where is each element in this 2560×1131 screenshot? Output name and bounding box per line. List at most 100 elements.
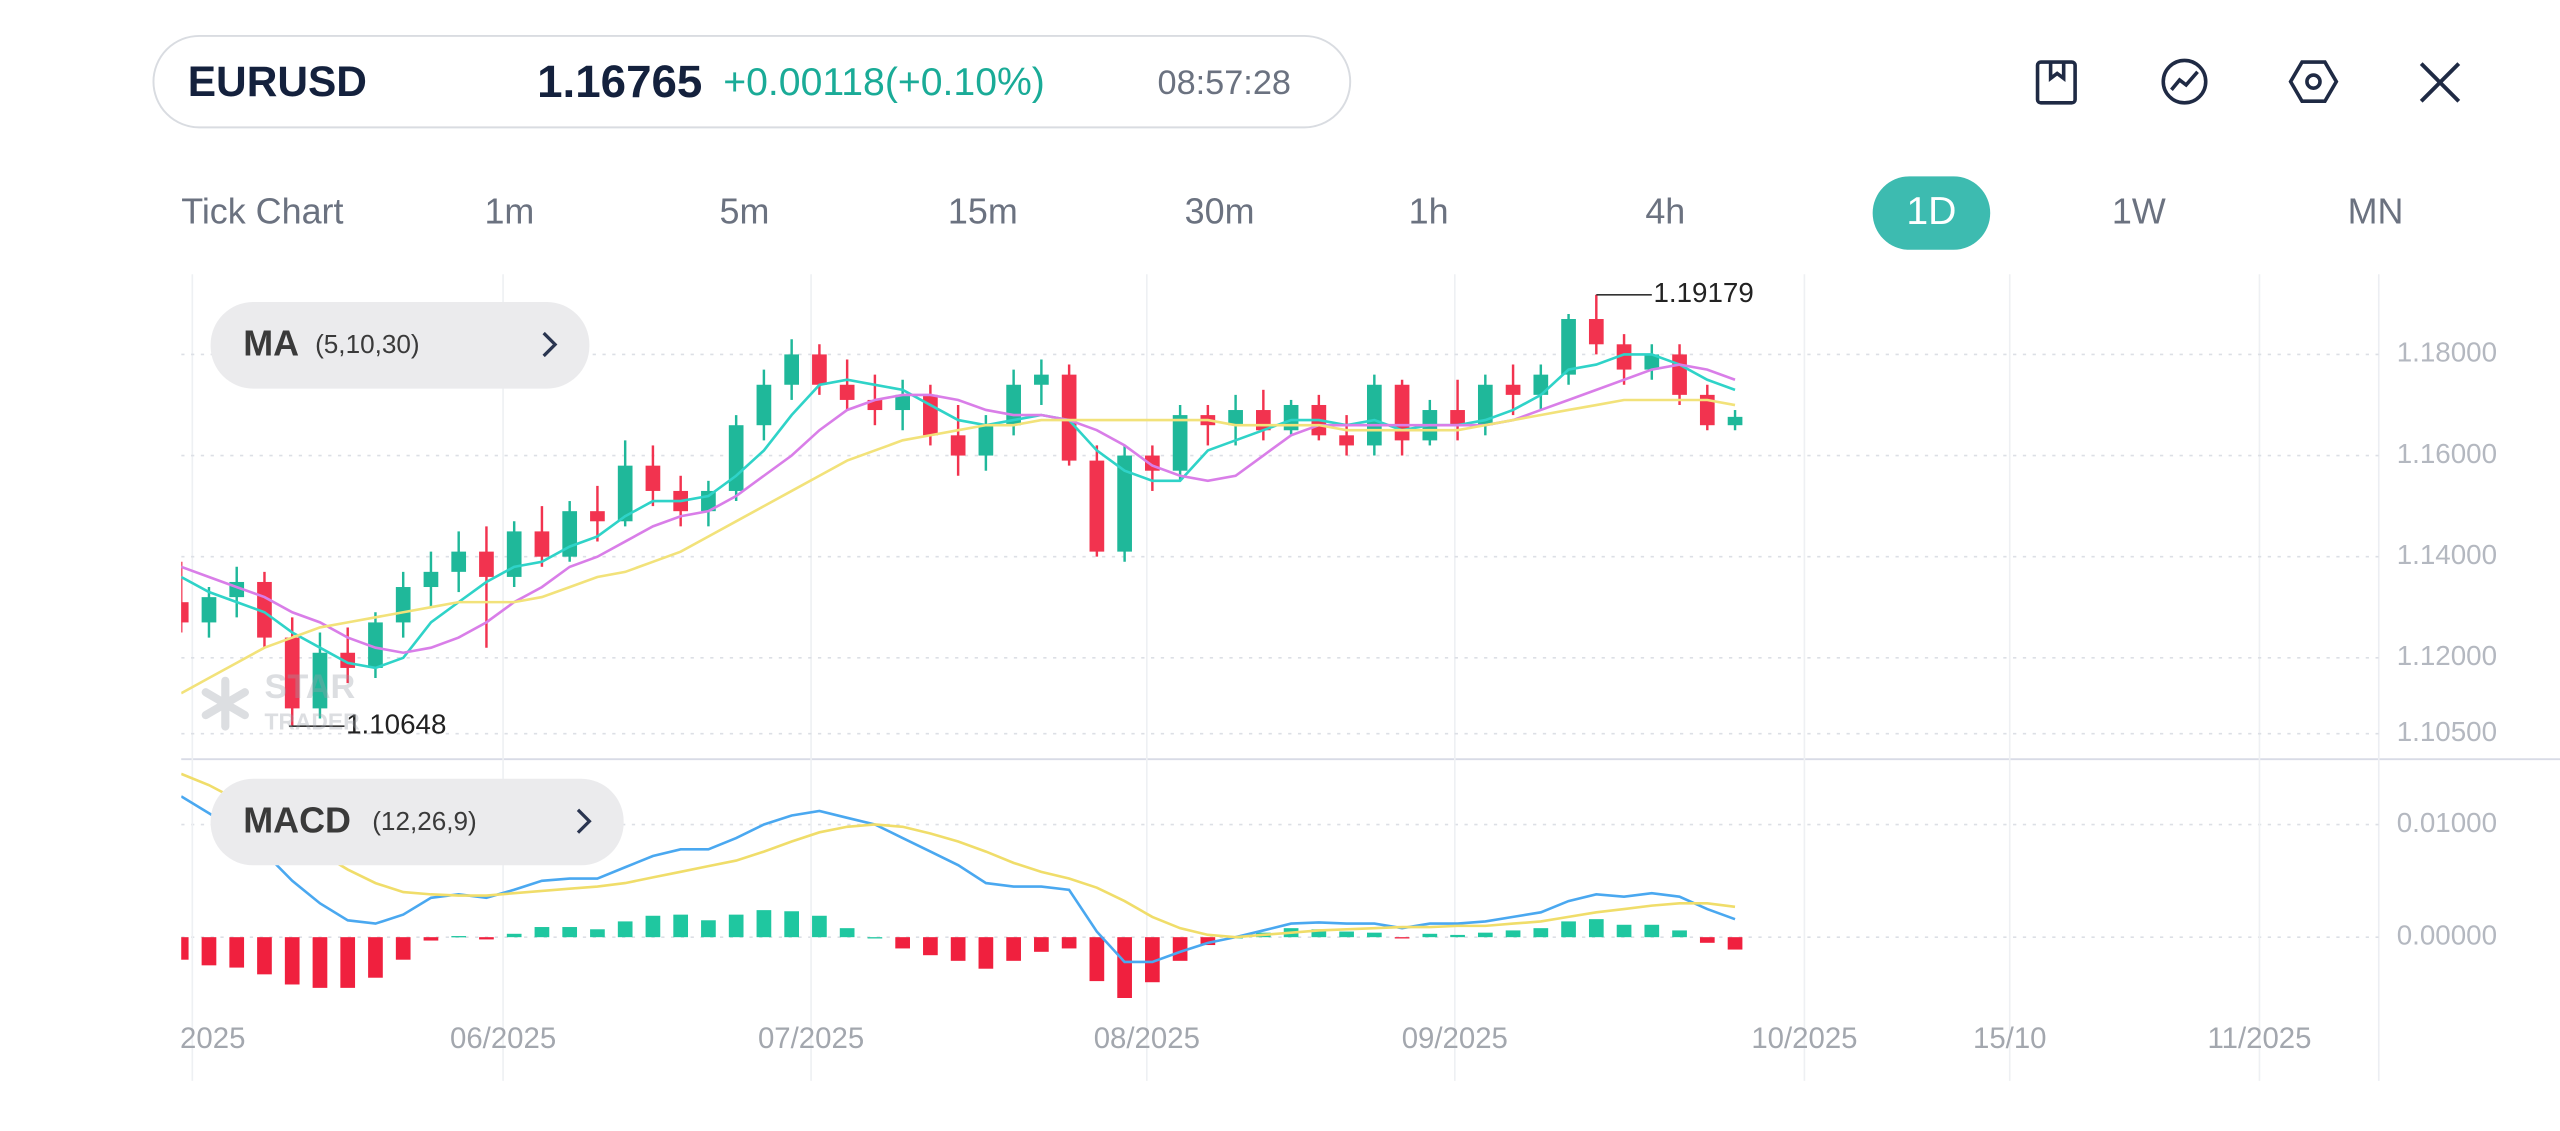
candle-body [1061, 374, 1077, 461]
timeframe-tab[interactable]: 1D [1906, 190, 1956, 233]
y-tick-label: 0.00000 [2397, 919, 2497, 950]
timeframe-tab[interactable]: 1W [2112, 190, 2166, 231]
x-tick-label: 06/2025 [450, 1022, 556, 1055]
indicator-line [181, 363, 1736, 655]
x-tick-label: 05/2025 [139, 1022, 245, 1055]
histogram-bar [451, 936, 467, 938]
timeframe-tab[interactable]: 1h [1409, 190, 1449, 231]
timeframe-tab[interactable]: 5m [720, 190, 770, 231]
chevron [542, 331, 558, 358]
candle-body [923, 394, 938, 436]
histogram-bar [181, 937, 189, 960]
histogram-bar [201, 937, 217, 966]
histogram-bar [479, 937, 494, 940]
histogram-bar [617, 921, 633, 938]
histogram-bar [867, 937, 883, 939]
indicator-line [181, 772, 1736, 939]
histogram-bar [1616, 924, 1632, 938]
chevron [576, 808, 592, 834]
candle-body [839, 384, 855, 400]
histogram-bar [1394, 937, 1410, 939]
time: 08:57:28 [1158, 64, 1291, 102]
candle-body [451, 551, 467, 572]
candle-body [395, 587, 411, 623]
candle-body [1450, 410, 1465, 426]
timeframe-tab[interactable]: 4h [1645, 190, 1685, 231]
indicator-icon[interactable] [2161, 58, 2208, 105]
histogram-bar [257, 937, 272, 975]
candle-body [1283, 404, 1299, 431]
timeframe-tab[interactable]: 1m [484, 190, 534, 231]
timeframe-tab[interactable]: MN [2348, 190, 2404, 231]
histogram-bar [1006, 937, 1021, 961]
high-label: 1.19179 [1653, 277, 1753, 308]
candle-body [1616, 344, 1632, 370]
candle-body [312, 652, 328, 709]
histogram-bar [1089, 937, 1105, 982]
histogram-bar [590, 929, 605, 938]
x-tick-label: 08/2025 [1094, 1022, 1200, 1055]
candle-body [1089, 460, 1105, 552]
price-change: +0.00118(+0.10%) [723, 61, 1045, 104]
quote-box [152, 34, 1352, 129]
histogram-bar [728, 914, 744, 938]
indicator-line [181, 398, 1736, 695]
y-tick-label: 0.01000 [2397, 807, 2497, 838]
x-tick-label: 10/2025 [1751, 1022, 1857, 1055]
histogram-bar [673, 914, 689, 938]
histogram-bar [1533, 928, 1549, 938]
candle-body [895, 394, 910, 411]
watermark: STAR TRADER [201, 668, 360, 734]
indicator-name: MA [243, 323, 299, 364]
indicator-line [181, 795, 1736, 964]
indicator-name: MACD [243, 799, 351, 840]
candle-body [1339, 435, 1354, 446]
histogram-bar [923, 937, 938, 956]
histogram-bar [1450, 934, 1465, 938]
candle-body [867, 399, 883, 411]
histogram-bar [229, 937, 245, 968]
candle-body [1672, 354, 1687, 395]
candle-body [950, 435, 966, 456]
timeframe-tab[interactable]: Tick Chart [181, 190, 343, 231]
histogram-bar [423, 937, 439, 941]
candle-body [368, 622, 383, 668]
bookmark-icon[interactable] [2035, 60, 2077, 105]
histogram-bar [534, 927, 550, 938]
histogram-bar [368, 937, 383, 978]
candle-body [1588, 319, 1604, 345]
settings-icon[interactable] [2288, 60, 2339, 104]
ma-pill[interactable] [210, 302, 590, 389]
histogram-bar [950, 937, 966, 961]
histogram-bar [978, 937, 994, 969]
histogram-bar [895, 937, 910, 949]
candle-body [728, 425, 744, 491]
histogram-bar [1339, 931, 1354, 938]
y-tick-label: 1.18000 [2397, 337, 2497, 368]
y-tick-label: 1.10500 [2397, 716, 2497, 747]
histogram-bar [506, 933, 522, 938]
histogram-bar [1644, 924, 1660, 938]
candle-body [784, 354, 800, 385]
x-tick-label: 09/2025 [1402, 1022, 1508, 1055]
indicator-params: (12,26,9) [372, 806, 477, 836]
histogram-bar [340, 937, 356, 988]
candle-body [1533, 374, 1549, 395]
y-tick-label: 1.16000 [2397, 438, 2497, 469]
macd-pill[interactable] [210, 778, 624, 866]
histogram-bar [839, 928, 855, 938]
histogram-bar [1366, 932, 1382, 938]
histogram-bar [701, 920, 716, 938]
candle-body [181, 602, 189, 623]
candle-body [1699, 394, 1715, 426]
close-icon[interactable] [2419, 62, 2461, 103]
histogram-bar [1672, 930, 1687, 938]
timeframe-tab[interactable]: 15m [948, 190, 1018, 231]
histogram-bar [784, 911, 800, 938]
x-tick-label: 15/10 [1973, 1022, 2047, 1055]
candle-body [1034, 374, 1049, 385]
timeframe-tab[interactable]: 30m [1185, 190, 1255, 231]
x-tick-label: 07/2025 [758, 1022, 864, 1055]
